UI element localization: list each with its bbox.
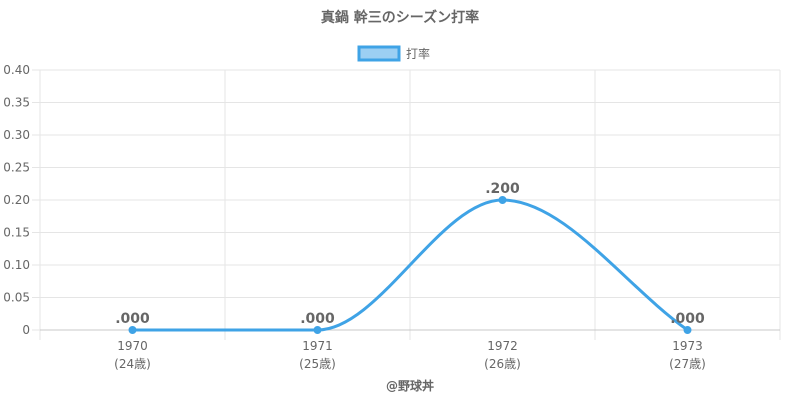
x-tick-sublabel: (24歳) bbox=[114, 357, 151, 371]
x-tick-label: 1971 bbox=[302, 339, 333, 353]
x-tick-sublabel: (25歳) bbox=[299, 357, 336, 371]
data-point bbox=[128, 326, 137, 334]
x-tick-sublabel: (27歳) bbox=[669, 357, 706, 371]
data-label: .000 bbox=[115, 311, 150, 327]
y-tick-label: 0.40 bbox=[3, 63, 30, 77]
x-tick-label: 1970 bbox=[117, 339, 148, 353]
series-line bbox=[132, 198, 689, 332]
data-label: .000 bbox=[670, 311, 705, 327]
x-tick-sublabel: (26歳) bbox=[484, 357, 521, 371]
x-axis: 1970 (24歳) 1971 (25歳) 1972 (26歳) 1973 (27歳) bbox=[114, 339, 706, 371]
chart-title: 真鍋 幹三のシーズン打率 bbox=[321, 9, 479, 26]
legend[interactable]: 打率 bbox=[357, 45, 430, 62]
grid bbox=[32, 69, 781, 340]
y-tick-label: 0.05 bbox=[3, 291, 30, 305]
y-tick-label: 0.25 bbox=[3, 161, 30, 175]
data-points bbox=[128, 196, 692, 334]
data-point bbox=[313, 326, 322, 334]
y-tick-label: 0.20 bbox=[3, 193, 30, 207]
legend-swatch bbox=[357, 45, 401, 62]
y-tick-label: 0.30 bbox=[3, 128, 30, 142]
credit-text: @野球丼 bbox=[386, 378, 434, 393]
data-point bbox=[498, 196, 507, 204]
y-tick-label: 0.10 bbox=[3, 258, 30, 272]
y-axis: 0.40 0.35 0.30 0.25 0.20 0.15 0.10 0.05 0 bbox=[3, 63, 30, 337]
data-labels: .000 .000 .200 .000 bbox=[115, 181, 705, 327]
legend-label: 打率 bbox=[406, 46, 430, 61]
x-tick-label: 1973 bbox=[672, 339, 703, 353]
y-tick-label: 0 bbox=[22, 323, 30, 337]
y-tick-label: 0.35 bbox=[3, 96, 30, 110]
data-label: .000 bbox=[300, 311, 335, 327]
data-point bbox=[683, 326, 692, 334]
data-label: .200 bbox=[485, 181, 520, 197]
x-tick-label: 1972 bbox=[487, 339, 518, 353]
y-tick-label: 0.15 bbox=[3, 226, 30, 240]
